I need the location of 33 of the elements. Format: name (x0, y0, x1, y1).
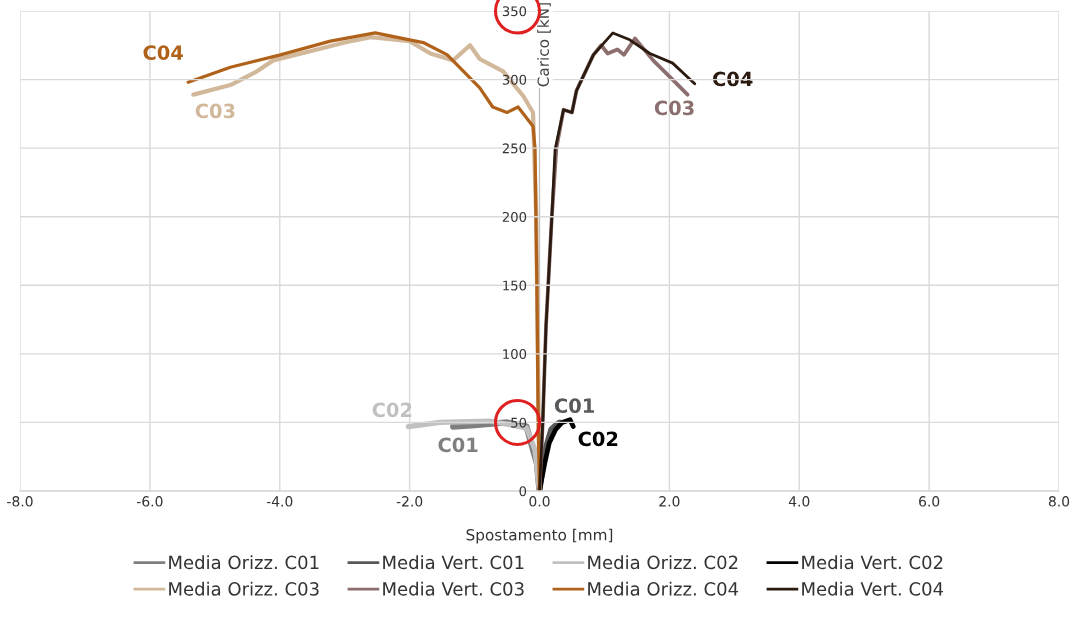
y-tick-label: 100 (503, 349, 527, 360)
x-tick-label: 6.0 (919, 496, 940, 507)
legend-label: Media Orizz. C01 (169, 555, 319, 570)
x-tick-label: 0.0 (529, 496, 550, 507)
y-tick-label: 200 (502, 211, 527, 222)
annotation: C03 (195, 103, 235, 119)
legend-label: Media Orizz. C03 (169, 581, 319, 596)
x-tick-label: -8.0 (7, 496, 33, 507)
x-tick-label: -2.0 (396, 496, 423, 507)
y-tick-label: 0 (519, 486, 527, 497)
legend-label: Media Orizz. C02 (588, 555, 738, 570)
legend-label: Media Orizz. C04 (588, 581, 739, 596)
x-tick-label: -6.0 (137, 496, 163, 507)
annotation: C01 (438, 437, 478, 453)
annotation: C02 (372, 402, 412, 418)
annotation: C01 (554, 398, 594, 414)
x-tick-label: -4.0 (266, 496, 293, 507)
x-tick-label: 4.0 (788, 496, 810, 507)
y-tick-label: 300 (502, 74, 527, 85)
annotation: C04 (143, 45, 183, 60)
y-tick-label: 250 (502, 143, 527, 154)
legend-label: Media Vert. C01 (383, 555, 524, 570)
x-axis-title: Spostamento [mm] (466, 528, 613, 544)
y-tick-label: 150 (503, 280, 527, 291)
x-tick-label: 8.0 (1048, 496, 1070, 507)
annotation: C02 (578, 431, 618, 447)
y-tick-label: 50 (511, 417, 527, 428)
annotation: C03 (654, 100, 694, 116)
y-tick-label: 350 (502, 6, 527, 17)
x-tick-label: 2.0 (659, 496, 680, 507)
legend-label: Media Vert. C04 (802, 581, 944, 596)
legend-label: Media Vert. C03 (383, 581, 524, 596)
legend-label: Media Vert. C02 (802, 555, 943, 570)
